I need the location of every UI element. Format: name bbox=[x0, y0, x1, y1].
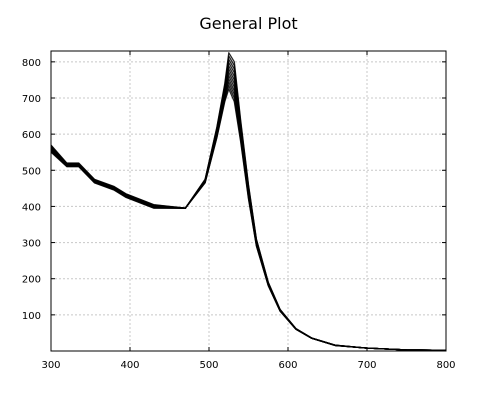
series-lines bbox=[50, 52, 447, 351]
series-line bbox=[50, 68, 447, 351]
series-line bbox=[50, 78, 447, 351]
series-line bbox=[50, 71, 447, 351]
x-tick-label: 400 bbox=[120, 360, 139, 371]
plot-frame bbox=[50, 50, 447, 352]
axis-ticks: 300 400 500 600 700 800 100 200 300 400 500 600 700 8… bbox=[22, 51, 456, 371]
y-tick-label: 300 bbox=[22, 239, 41, 250]
x-tick-label: 500 bbox=[199, 360, 218, 371]
series-line bbox=[50, 85, 447, 351]
series-line bbox=[50, 52, 447, 351]
y-tick-label: 600 bbox=[22, 130, 41, 141]
x-tick-label: 800 bbox=[436, 360, 455, 371]
x-tick-label: 600 bbox=[278, 360, 297, 371]
y-tick-label: 200 bbox=[22, 275, 41, 286]
grid-lines bbox=[51, 51, 446, 351]
series-line bbox=[50, 55, 447, 351]
y-tick-label: 800 bbox=[22, 58, 41, 69]
y-tick-label: 400 bbox=[22, 202, 41, 213]
series-line bbox=[50, 65, 447, 351]
chart-title: General Plot bbox=[199, 14, 298, 33]
y-tick-label: 500 bbox=[22, 166, 41, 177]
y-tick-label: 100 bbox=[22, 311, 41, 322]
series-line bbox=[50, 75, 447, 351]
y-tick-label: 700 bbox=[22, 94, 41, 105]
x-tick-label: 300 bbox=[41, 360, 60, 371]
x-tick-label: 700 bbox=[357, 360, 376, 371]
series-line bbox=[50, 88, 447, 351]
series-line bbox=[50, 58, 447, 351]
series-line bbox=[50, 81, 447, 351]
